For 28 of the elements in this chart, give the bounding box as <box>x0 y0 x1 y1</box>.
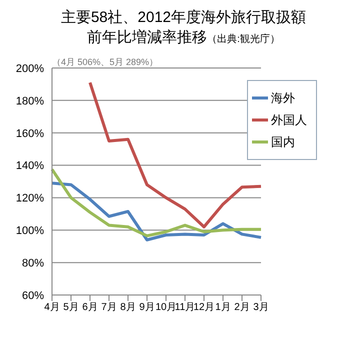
x-tick-label: 10月 <box>155 302 177 314</box>
x-tick-label: 4月 <box>44 302 60 314</box>
y-tick-label: 180% <box>16 95 44 108</box>
legend-label: 海外 <box>271 90 295 107</box>
y-tick-label: 60% <box>22 290 44 302</box>
x-tick-label: 7月 <box>101 302 117 314</box>
x-tick-label: 2月 <box>234 302 250 314</box>
line-series <box>50 182 262 242</box>
y-tick-label: 160% <box>16 128 44 140</box>
line-series <box>88 81 262 228</box>
y-tick-label: 100% <box>16 225 44 238</box>
x-tick-label: 5月 <box>63 302 79 314</box>
text: （4月 506%、5月 289%） <box>52 56 158 69</box>
x-tick-label: 12月 <box>193 302 215 314</box>
y-tick-label: 200% <box>16 62 44 75</box>
line-series <box>50 168 262 238</box>
chart-subtitle: （出典:観光庁） <box>207 34 280 45</box>
x-tick-label: 8月 <box>120 302 136 314</box>
legend-label: 国内 <box>271 134 295 151</box>
x-tick-label: 3月 <box>253 302 269 314</box>
x-tick-label: 1月 <box>215 302 231 314</box>
y-tick-label: 120% <box>16 192 44 205</box>
y-tick-label: 80% <box>22 257 44 270</box>
x-tick-label: 11月 <box>174 302 196 314</box>
y-tick-label: 140% <box>16 160 44 172</box>
x-tick-label: 6月 <box>82 302 98 314</box>
x-tick-label: 9月 <box>139 302 155 314</box>
legend-label: 外国人 <box>271 112 307 129</box>
